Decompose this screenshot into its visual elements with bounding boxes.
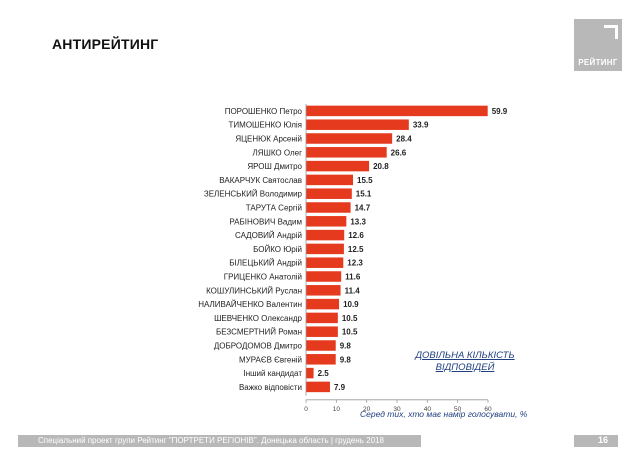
bar: [306, 202, 351, 213]
category-label: МУРАЄВ Євгеній: [239, 355, 302, 364]
rating-logo: РЕЙТИНГ: [574, 19, 622, 71]
value-label: 11.4: [345, 286, 361, 295]
value-label: 10.5: [342, 328, 358, 337]
category-label: БОЙКО Юрій: [253, 245, 302, 254]
value-label: 11.6: [345, 273, 361, 282]
category-label: РАБІНОВИЧ Вадим: [229, 217, 302, 226]
bar: [306, 243, 344, 255]
bar: [306, 188, 352, 199]
value-label: 26.6: [391, 148, 407, 157]
value-label: 20.8: [373, 162, 389, 171]
category-label: ЯЦЕНЮК Арсеній: [235, 135, 302, 144]
category-label: ТИМОШЕНКО Юлія: [229, 121, 302, 130]
bar: [306, 133, 393, 144]
bar: [306, 354, 336, 365]
note-line-1: ДОВІЛЬНА КІЛЬКІСТЬ: [415, 350, 515, 361]
category-label: ЗЕЛЕНСЬКИЙ Володимир: [204, 190, 303, 199]
category-label: КОШУЛИНСЬКИЙ Руслан: [206, 286, 302, 295]
logo-mark-icon: [604, 25, 618, 39]
value-label: 59.9: [492, 107, 508, 116]
bar: [306, 367, 314, 379]
category-label: ВАКАРЧУК Святослав: [219, 176, 302, 185]
value-label: 10.9: [343, 300, 359, 309]
note-line-2: ВІДПОВІДЕЙ: [435, 362, 495, 373]
value-label: 12.5: [348, 245, 364, 254]
value-label: 15.1: [356, 190, 372, 199]
x-tick-label: 20: [363, 406, 371, 413]
value-label: 9.8: [340, 355, 352, 364]
category-label: ШЕВЧЕНКО Олександр: [214, 314, 302, 323]
value-label: 12.6: [348, 231, 364, 240]
x-tick-label: 0: [304, 406, 308, 413]
bar: [306, 271, 342, 282]
bar: [306, 326, 338, 337]
x-tick-label: 60: [484, 406, 492, 413]
bar: [306, 174, 354, 186]
bar: [306, 105, 488, 117]
value-label: 14.7: [355, 204, 371, 213]
category-label: ПОРОШЕНКО Петро: [225, 107, 303, 116]
x-axis-label: Серед тих, хто має намір голосувати, %: [360, 409, 528, 419]
multiple-answers-note: ДОВІЛЬНА КІЛЬКІСТЬ ВІДПОВІДЕЙ: [410, 350, 520, 374]
category-label: САДОВИЙ Андрій: [235, 231, 302, 240]
footer: Спеціальний проект групи Рейтинг "ПОРТРЕ…: [18, 435, 618, 447]
bar: [306, 229, 345, 241]
value-label: 7.9: [334, 383, 346, 392]
x-tick-label: 10: [333, 406, 341, 413]
bar: [306, 312, 338, 324]
category-label: БІЛЕЦЬКИЙ Андрій: [229, 259, 302, 268]
value-label: 9.8: [340, 342, 352, 351]
category-label: Важко відповісти: [239, 383, 302, 392]
value-label: 10.5: [342, 314, 358, 323]
value-label: 15.5: [357, 176, 373, 185]
bar: [306, 298, 340, 310]
category-label: Інший кандидат: [243, 369, 302, 378]
category-label: ДОБРОДОМОВ Дмитро: [214, 342, 303, 351]
x-tick-label: 40: [424, 406, 432, 413]
x-tick-label: 30: [393, 406, 401, 413]
category-label: БЕЗСМЕРТНИЙ Роман: [216, 328, 302, 337]
page-number-box: 16: [574, 435, 618, 447]
bar: [306, 147, 387, 158]
value-label: 13.3: [350, 217, 366, 226]
bar: [306, 381, 330, 393]
value-label: 33.9: [413, 121, 429, 130]
bar: [306, 285, 341, 296]
category-label: НАЛИВАЙЧЕНКО Валентин: [198, 300, 302, 309]
page-title: АНТИРЕЙТИНГ: [52, 36, 159, 52]
value-label: 28.4: [396, 135, 412, 144]
category-label: ТАРУТА Сергій: [246, 204, 302, 213]
logo-text: РЕЙТИНГ: [578, 58, 618, 67]
page-number: 16: [597, 435, 608, 445]
bar: [306, 160, 370, 172]
bar: [306, 216, 347, 227]
footer-text: Спеціальний проект групи Рейтинг "ПОРТРЕ…: [38, 436, 384, 445]
value-label: 2.5: [318, 369, 330, 378]
category-label: ГРИЦЕНКО Анатолій: [224, 273, 302, 282]
value-label: 12.3: [347, 259, 363, 268]
footer-bar: [18, 435, 421, 447]
bar: [306, 340, 336, 351]
bar: [306, 257, 344, 268]
category-label: ЯРОШ Дмитро: [247, 162, 302, 171]
bar: [306, 119, 409, 130]
category-label: ЛЯШКО Олег: [252, 148, 302, 157]
x-tick-label: 50: [454, 406, 462, 413]
